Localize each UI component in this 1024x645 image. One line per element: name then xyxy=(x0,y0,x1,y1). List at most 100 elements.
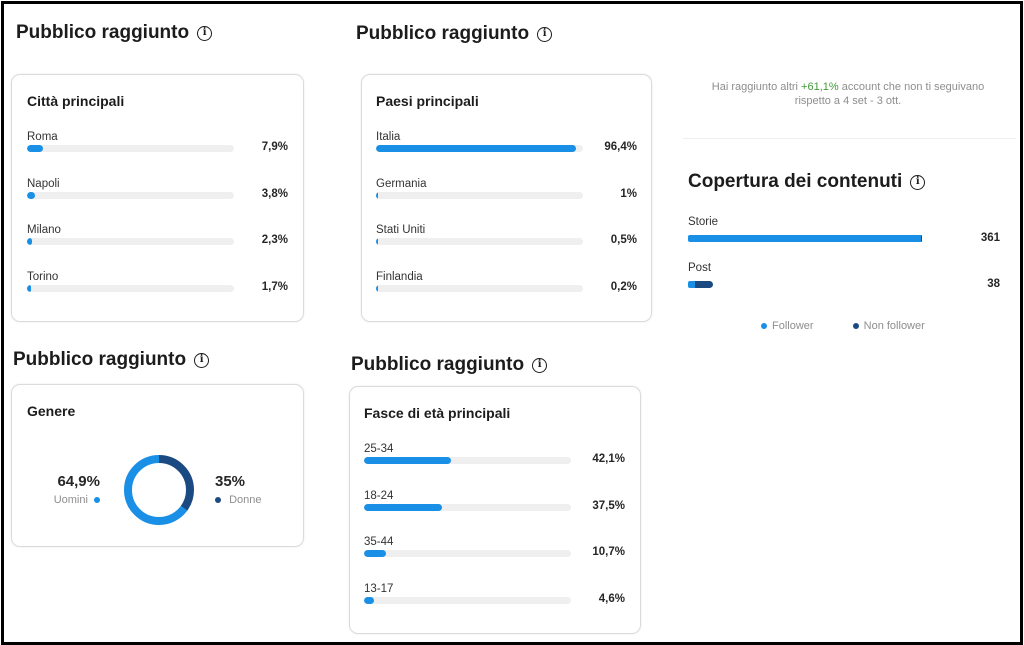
row-value: 4,6% xyxy=(598,592,625,605)
bar-fill xyxy=(364,596,374,604)
section-title-ages: Pubblico raggiunto i xyxy=(351,354,548,376)
ages-card: Fasce di età principali 25-34 42,1% 18-24 3… xyxy=(349,386,641,634)
non-follower-segment xyxy=(695,281,713,288)
info-icon[interactable]: i xyxy=(910,174,926,190)
bar-fill xyxy=(27,191,35,199)
row-label: Stati Uniti xyxy=(376,224,426,236)
bar-track xyxy=(364,503,571,511)
bar-fill xyxy=(376,284,379,292)
card-title: Fasce di età principali xyxy=(364,405,511,421)
card-title: Paesi principali xyxy=(376,93,479,109)
reach-note-period: rispetto a 4 set - 3 ott. xyxy=(794,95,902,107)
row-value: 3,8% xyxy=(261,187,288,200)
coverage-title: Copertura dei contenuti i xyxy=(688,171,926,193)
row-label: Napoli xyxy=(27,177,60,190)
row-value: 1,7% xyxy=(261,280,288,293)
row-value: 7,9% xyxy=(261,141,288,153)
men-label: Uomini xyxy=(53,494,88,506)
non-follower-legend-label: Non follower xyxy=(863,320,925,332)
bar-track xyxy=(376,238,583,245)
section-title-text: Pubblico raggiunto xyxy=(13,349,187,370)
row-label: 13-17 xyxy=(364,582,394,595)
bar-track xyxy=(376,191,583,199)
row-value: 96,4% xyxy=(604,141,637,153)
men-legend: Uomini xyxy=(32,494,100,506)
bar-track xyxy=(27,284,234,292)
reach-note-highlight: +61,1% xyxy=(801,81,839,93)
bar-fill xyxy=(376,238,379,245)
row-label: Milano xyxy=(27,224,61,236)
bar-track xyxy=(376,145,583,152)
bar-fill xyxy=(364,457,452,464)
row-value: 42,1% xyxy=(592,453,625,465)
row-value: 10,7% xyxy=(592,546,625,558)
follower-segment xyxy=(688,281,696,288)
donut-slice-men xyxy=(124,455,194,525)
row-value: 0,5% xyxy=(610,234,637,246)
women-label: Donne xyxy=(229,494,262,506)
section-title-text: Pubblico raggiunto xyxy=(356,23,530,44)
coverage-row-label: Storie xyxy=(688,216,719,228)
countries-card: Paesi principali Italia 96,4% Germania 1% St… xyxy=(361,74,652,322)
section-title-countries: Pubblico raggiunto i xyxy=(356,23,553,45)
row-label: 35-44 xyxy=(364,536,394,548)
coverage-stacked-bar xyxy=(688,281,713,288)
coverage-stacked-bar xyxy=(688,235,922,242)
row-label: Finlandia xyxy=(376,270,423,283)
info-icon[interactable]: i xyxy=(194,352,210,368)
info-icon[interactable]: i xyxy=(537,26,553,42)
men-dot xyxy=(94,497,100,504)
coverage-title-text: Copertura dei contenuti xyxy=(688,171,903,192)
bar-track xyxy=(364,550,571,557)
gender-card: Genere 64,9% Uomini 35% Donne xyxy=(11,384,304,547)
men-value: 64,9% xyxy=(57,473,100,490)
bar-fill xyxy=(364,550,387,557)
reach-note-suffix: account che non ti seguivano xyxy=(838,81,985,93)
gender-donut-chart xyxy=(124,455,194,525)
row-value: 0,2% xyxy=(610,280,637,293)
row-label: Roma xyxy=(27,131,58,143)
coverage-row-label: Post xyxy=(688,262,712,274)
follower-segment xyxy=(688,235,921,242)
section-title-cities: Pubblico raggiunto i xyxy=(16,22,213,44)
row-label: Torino xyxy=(27,270,59,283)
bar-track xyxy=(27,238,234,245)
section-title-gender: Pubblico raggiunto i xyxy=(13,349,210,371)
women-legend: Donne xyxy=(215,494,261,506)
info-icon[interactable]: i xyxy=(197,25,213,41)
follower-legend-dot xyxy=(761,323,767,330)
non-follower-legend-dot xyxy=(852,323,859,330)
row-value: 37,5% xyxy=(592,499,625,512)
bar-fill xyxy=(27,238,32,245)
women-value: 35% xyxy=(215,473,246,490)
coverage-legend: Follower Non follower xyxy=(761,320,925,332)
row-label: Italia xyxy=(376,131,401,143)
bar-fill xyxy=(376,145,576,152)
coverage-total: 38 xyxy=(987,278,1000,290)
bar-track xyxy=(27,145,234,152)
row-value: 2,3% xyxy=(261,234,288,246)
bar-fill xyxy=(27,145,44,152)
coverage-total: 361 xyxy=(980,232,1000,244)
reach-note: Hai raggiunto altri +61,1% account che n… xyxy=(683,80,1013,108)
divider xyxy=(683,138,1016,139)
women-dot xyxy=(215,497,221,504)
cities-card: Città principali Roma 7,9% Napoli 3,8% Milan… xyxy=(11,74,304,322)
section-title-text: Pubblico raggiunto xyxy=(16,22,190,43)
non-follower-segment xyxy=(920,235,922,242)
row-label: 25-34 xyxy=(364,443,394,455)
follower-legend-label: Follower xyxy=(772,320,814,332)
bar-fill xyxy=(364,503,442,511)
section-title-text: Pubblico raggiunto xyxy=(351,354,525,375)
reach-note-prefix: Hai raggiunto altri xyxy=(711,81,802,93)
info-icon[interactable]: i xyxy=(532,357,548,373)
bar-fill xyxy=(27,284,31,292)
card-title: Genere xyxy=(27,403,76,419)
bar-track xyxy=(27,191,234,199)
bar-track xyxy=(364,457,571,464)
row-label: 18-24 xyxy=(364,489,394,502)
card-title: Città principali xyxy=(27,93,125,109)
row-label: Germania xyxy=(376,177,427,190)
bar-track xyxy=(364,596,571,604)
